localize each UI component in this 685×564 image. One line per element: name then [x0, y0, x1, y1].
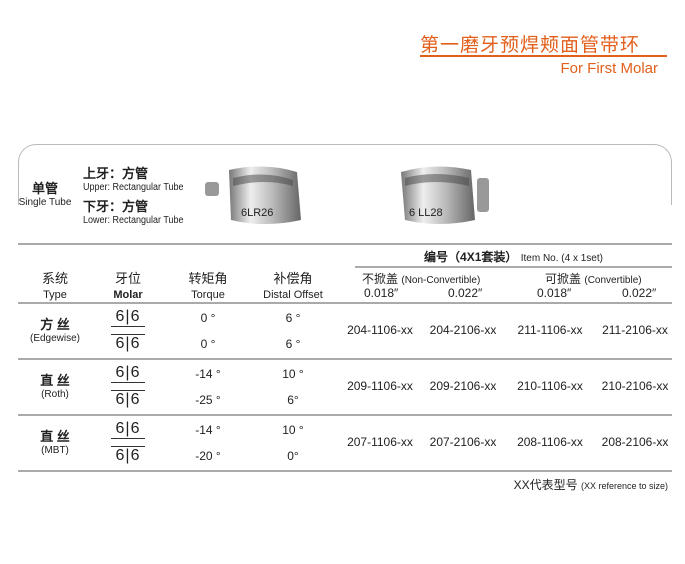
col-cn: 转矩角 [188, 271, 228, 286]
item-code: 211-2106-xx [602, 323, 668, 337]
tube-en: Single Tube [18, 197, 72, 208]
molar-lower: 6|6 [111, 334, 145, 353]
molar-lower: 6|6 [111, 390, 145, 409]
upper-cn: 上牙：方管 [83, 166, 149, 181]
item-code: 204-1106-xx [347, 323, 413, 337]
tube-cn: 单管 [31, 181, 58, 196]
lower-cn: 下牙：方管 [83, 199, 149, 214]
item-code: 209-2106-xx [429, 379, 497, 393]
type-en: (MBT) [41, 445, 69, 456]
offset-upper: 10 ° [282, 423, 304, 437]
col-offset: 补偿角 Distal Offset [248, 268, 338, 301]
offset-upper: 6 ° [285, 311, 301, 325]
lower-tube-label: 下牙：方管 Lower: Rectangular Tube [83, 196, 195, 226]
footnote-en: (XX reference to size) [580, 481, 668, 491]
row-type: 直 丝 (MBT) [15, 426, 95, 456]
item-code: 208-1106-xx [517, 435, 583, 449]
molar-upper: 6|6 [111, 308, 145, 327]
size-label: 0.018″ [364, 286, 399, 300]
size-label: 0.018″ [537, 286, 572, 300]
item-no-header: 编号（4X1套装） Item No. (4 x 1set) [355, 248, 672, 265]
upper-tube-label: 上牙：方管 Upper: Rectangular Tube [83, 163, 195, 193]
product-frame [18, 144, 672, 205]
row-rule [18, 470, 672, 472]
page-title: 第一磨牙预焊颊面管带环 [420, 35, 641, 56]
item-code: 207-2106-xx [429, 435, 497, 449]
size-label: 0.022″ [622, 286, 657, 300]
item-code: 210-1106-xx [517, 379, 583, 393]
torque-lower: -20 ° [195, 449, 221, 463]
offset-lower: 6° [287, 393, 299, 407]
upper-band-image: 6LR26 [205, 166, 301, 224]
row-rule [18, 414, 672, 416]
item-code: 207-1106-xx [347, 435, 413, 449]
col-molar: 牙位 Molar [88, 268, 168, 301]
molar-lower: 6|6 [111, 446, 145, 465]
tube-type-label: 单管 Single Tube [14, 178, 76, 208]
lower-en: Lower: Rectangular Tube [83, 215, 184, 226]
offset-lower: 0° [287, 449, 299, 463]
torque-lower: -25 ° [195, 393, 221, 407]
band-marking: 6LR26 [241, 207, 273, 219]
size-label: 0.022″ [448, 286, 483, 300]
nonconvertible-header: 不掀盖 (Non-Convertible) [362, 270, 480, 287]
footnote-cn: XX代表型号 [513, 478, 578, 492]
item-code: 211-1106-xx [517, 323, 583, 337]
row-type: 直 丝 (Roth) [15, 370, 95, 400]
item-code: 204-2106-xx [429, 323, 497, 337]
torque-upper: 0 ° [200, 311, 216, 325]
col-cn: 系统 [41, 271, 68, 286]
type-cn: 直 丝 [40, 373, 70, 388]
col-en: Torque [191, 289, 225, 301]
nonconv-cn: 不掀盖 [362, 272, 399, 286]
item-code: 208-2106-xx [601, 435, 669, 449]
torque-upper: -14 ° [195, 367, 221, 381]
band-marking: 6 LL28 [409, 207, 443, 219]
conv-en: (Convertible) [584, 275, 642, 286]
offset-upper: 10 ° [282, 367, 304, 381]
col-en: Type [43, 289, 67, 301]
item-code: 210-2106-xx [601, 379, 669, 393]
item-code: 209-1106-xx [347, 379, 413, 393]
table-top-rule [18, 243, 672, 245]
row-rule [18, 358, 672, 360]
type-cn: 方 丝 [40, 317, 70, 332]
page-subtitle: For First Molar [560, 60, 659, 77]
subheader-rule [355, 266, 672, 268]
col-en: Distal Offset [263, 289, 323, 301]
upper-en: Upper: Rectangular Tube [83, 182, 184, 193]
col-torque: 转矩角 Torque [168, 268, 248, 301]
conv-cn: 可掀盖 [545, 272, 582, 286]
col-cn: 牙位 [114, 271, 141, 286]
row-type: 方 丝 (Edgewise) [15, 314, 95, 344]
convertible-header: 可掀盖 (Convertible) [545, 270, 642, 287]
col-cn: 补偿角 [273, 271, 313, 286]
lower-band-image: 6 LL28 [401, 166, 489, 224]
molar-upper: 6|6 [111, 364, 145, 383]
nonconv-en: (Non-Convertible) [401, 275, 481, 286]
item-no-en: Item No. (4 x 1set) [520, 253, 603, 264]
molar-upper: 6|6 [111, 420, 145, 439]
col-en: Molar [113, 289, 143, 301]
header-rule [18, 302, 672, 304]
footnote: XX代表型号 (XX reference to size) [514, 476, 668, 493]
type-en: (Edgewise) [29, 333, 81, 344]
type-cn: 直 丝 [40, 429, 70, 444]
type-en: (Roth) [41, 389, 69, 400]
title-underline [420, 55, 667, 57]
col-type: 系统 Type [15, 268, 95, 301]
torque-lower: 0 ° [200, 337, 216, 351]
offset-lower: 6 ° [285, 337, 301, 351]
item-no-cn: 编号（4X1套装） [424, 250, 518, 264]
torque-upper: -14 ° [195, 423, 221, 437]
